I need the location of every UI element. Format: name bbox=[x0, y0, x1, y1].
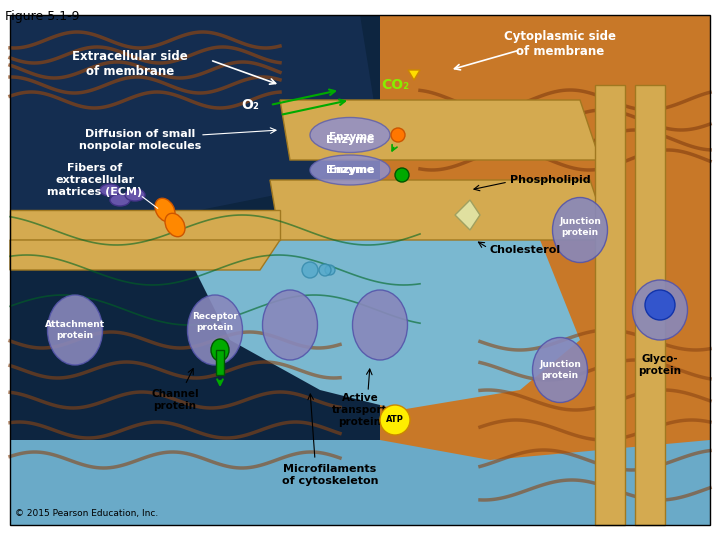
Ellipse shape bbox=[211, 339, 229, 361]
Text: Microfilaments
of cytoskeleton: Microfilaments of cytoskeleton bbox=[282, 464, 378, 486]
Ellipse shape bbox=[155, 198, 175, 222]
Circle shape bbox=[319, 264, 331, 276]
Ellipse shape bbox=[353, 290, 408, 360]
Ellipse shape bbox=[533, 338, 588, 402]
Text: Cholesterol: Cholesterol bbox=[490, 245, 561, 255]
Ellipse shape bbox=[310, 155, 390, 185]
Ellipse shape bbox=[48, 295, 102, 365]
Ellipse shape bbox=[263, 290, 318, 360]
Text: Enzyme: Enzyme bbox=[329, 165, 374, 175]
Polygon shape bbox=[10, 160, 710, 525]
Polygon shape bbox=[10, 15, 380, 440]
Circle shape bbox=[380, 405, 410, 435]
Text: CO₂: CO₂ bbox=[381, 78, 409, 92]
Polygon shape bbox=[380, 15, 710, 460]
Polygon shape bbox=[10, 240, 280, 270]
Ellipse shape bbox=[100, 184, 120, 196]
Ellipse shape bbox=[632, 280, 688, 340]
Text: Enzyme: Enzyme bbox=[329, 132, 374, 142]
Circle shape bbox=[391, 128, 405, 142]
Text: Enzyme: Enzyme bbox=[326, 135, 374, 145]
Polygon shape bbox=[455, 200, 480, 230]
Text: Active
transport
protein: Active transport protein bbox=[332, 394, 388, 427]
Circle shape bbox=[302, 262, 318, 278]
Text: Junction
protein: Junction protein bbox=[539, 360, 581, 380]
Text: Receptor
protein: Receptor protein bbox=[192, 312, 238, 332]
Ellipse shape bbox=[110, 194, 130, 206]
Text: Attachment
protein: Attachment protein bbox=[45, 320, 105, 340]
Polygon shape bbox=[408, 70, 420, 80]
Polygon shape bbox=[270, 180, 610, 240]
Bar bbox=[635, 85, 665, 525]
Text: Diffusion of small
nonpolar molecules: Diffusion of small nonpolar molecules bbox=[79, 129, 201, 151]
Ellipse shape bbox=[125, 189, 145, 201]
Polygon shape bbox=[180, 240, 580, 410]
Ellipse shape bbox=[645, 290, 675, 320]
Text: Phospholipid: Phospholipid bbox=[510, 175, 590, 185]
Bar bbox=[595, 85, 625, 525]
Text: Figure 5.1-9: Figure 5.1-9 bbox=[5, 10, 79, 23]
Text: Glyco-
protein: Glyco- protein bbox=[639, 354, 682, 376]
Polygon shape bbox=[10, 15, 380, 210]
Text: ATP: ATP bbox=[386, 415, 404, 424]
Text: Cytoplasmic side
of membrane: Cytoplasmic side of membrane bbox=[504, 30, 616, 58]
Text: Channel
protein: Channel protein bbox=[151, 389, 199, 411]
Text: Junction
protein: Junction protein bbox=[559, 217, 601, 237]
Circle shape bbox=[325, 265, 335, 275]
Text: Extracellular side
of membrane: Extracellular side of membrane bbox=[72, 50, 188, 78]
Text: Fibers of
extracellular
matrices (ECM): Fibers of extracellular matrices (ECM) bbox=[48, 164, 143, 197]
Bar bbox=[216, 350, 224, 375]
Text: © 2015 Pearson Education, Inc.: © 2015 Pearson Education, Inc. bbox=[15, 509, 158, 518]
Polygon shape bbox=[280, 100, 600, 160]
Text: O₂: O₂ bbox=[241, 98, 259, 112]
Circle shape bbox=[395, 168, 409, 182]
Ellipse shape bbox=[165, 213, 185, 237]
Ellipse shape bbox=[310, 118, 390, 152]
Polygon shape bbox=[10, 15, 710, 440]
Text: Enzyme: Enzyme bbox=[326, 165, 374, 175]
Polygon shape bbox=[10, 210, 280, 240]
Ellipse shape bbox=[552, 198, 608, 262]
Ellipse shape bbox=[187, 295, 243, 365]
